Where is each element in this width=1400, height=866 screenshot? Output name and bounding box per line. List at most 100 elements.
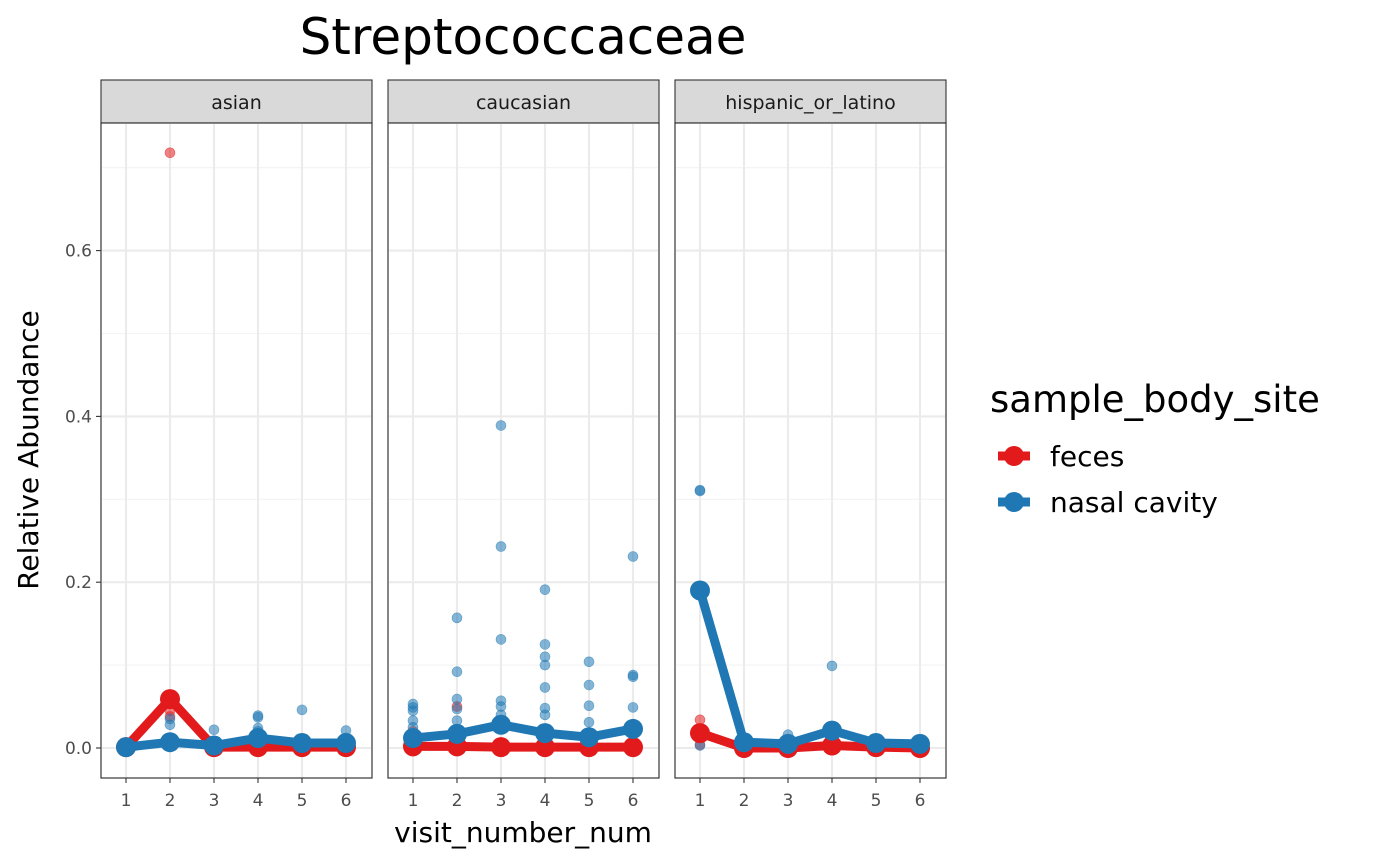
data-point	[627, 671, 639, 683]
y-tick-label: 0.4	[65, 407, 92, 427]
legend-item-nasal-cavity: nasal cavity	[998, 486, 1218, 519]
legend-item-feces: feces	[998, 440, 1124, 473]
legend: sample_body_site feces nasal cavity	[990, 378, 1320, 519]
mean-marker	[866, 733, 886, 754]
data-point	[451, 693, 463, 705]
x-tick-label: 3	[496, 791, 507, 811]
data-point	[451, 612, 463, 624]
data-point	[539, 639, 551, 650]
facet-strip-label: hispanic_or_latino	[725, 92, 895, 114]
data-point	[539, 682, 551, 693]
data-point	[539, 659, 551, 671]
mean-marker	[778, 733, 798, 754]
mean-marker	[734, 732, 754, 753]
facet-strip	[100, 79, 373, 124]
x-tick-label: 3	[209, 791, 220, 811]
data-point	[694, 485, 706, 497]
facet-strip	[674, 79, 947, 124]
legend-label: feces	[1050, 440, 1124, 473]
x-tick-label: 4	[827, 791, 838, 811]
x-axis-title: visit_number_num	[394, 816, 652, 849]
mean-marker	[535, 723, 555, 744]
facet-strip-label: caucasian	[476, 92, 571, 114]
series-line-nasal-cavity	[121, 733, 351, 752]
data-point	[583, 700, 595, 712]
mean-marker	[248, 728, 268, 749]
mean-marker	[336, 733, 356, 754]
mean-marker	[292, 733, 312, 754]
data-point	[495, 541, 507, 552]
panel-border	[674, 122, 947, 779]
panel-background	[100, 122, 373, 779]
x-tick-label: 1	[408, 791, 419, 811]
series-line-feces	[408, 741, 638, 752]
y-axis-title: Relative Abundance	[12, 310, 45, 590]
data-point	[627, 551, 639, 562]
x-tick-label: 2	[452, 791, 463, 811]
data-point	[539, 584, 551, 595]
data-point	[296, 704, 308, 716]
data-point	[164, 719, 176, 731]
data-point	[208, 724, 220, 736]
data-point	[164, 147, 176, 159]
data-point	[495, 634, 507, 645]
data-point	[583, 717, 595, 728]
mean-marker	[491, 737, 511, 758]
mean-marker	[491, 714, 511, 735]
legend-key-marker	[1004, 446, 1024, 466]
y-axis: 0.0 0.2 0.4 0.6	[65, 242, 101, 759]
data-point	[826, 660, 838, 672]
x-tick-label: 3	[783, 791, 794, 811]
mean-marker	[822, 735, 842, 756]
data-point	[539, 709, 551, 721]
x-tick-label: 6	[915, 791, 926, 811]
legend-key-marker	[1004, 492, 1024, 512]
mean-marker	[160, 732, 180, 753]
y-tick-label: 0.0	[65, 739, 92, 759]
x-tick-label: 1	[121, 791, 132, 811]
x-tick-label: 5	[871, 791, 882, 811]
x-tick-label: 1	[695, 791, 706, 811]
chart-title: Streptococcaceae	[300, 8, 747, 66]
x-tick-label: 2	[165, 791, 176, 811]
mean-marker	[623, 737, 643, 758]
x-axes: 1 2 3 4 5 6 1 2 3 4 5 6 1 2 3 4 5 6	[121, 778, 926, 811]
panel-background	[387, 122, 660, 779]
mean-marker	[403, 728, 423, 749]
mean-marker	[690, 723, 710, 744]
y-tick-label: 0.6	[65, 242, 92, 262]
data-point	[407, 705, 419, 716]
facet-panel-asian: asian	[100, 79, 373, 779]
mean-marker	[822, 720, 842, 741]
x-tick-label: 6	[628, 791, 639, 811]
facet-strip	[387, 79, 660, 124]
mean-marker	[116, 737, 136, 758]
panel-background	[674, 122, 947, 779]
mean-marker	[690, 580, 710, 601]
data-point	[583, 656, 595, 668]
legend-title: sample_body_site	[990, 378, 1320, 421]
mean-marker	[204, 735, 224, 756]
data-point	[252, 712, 264, 723]
data-point	[451, 703, 463, 715]
mean-marker	[160, 689, 180, 710]
x-tick-label: 5	[584, 791, 595, 811]
mean-marker	[535, 737, 555, 758]
facet-panels: asian caucasian hispanic_or_latino	[100, 79, 947, 779]
legend-label: nasal cavity	[1050, 486, 1218, 519]
facet-strip-label: asian	[211, 92, 262, 114]
mean-marker	[910, 733, 930, 754]
data-point	[583, 679, 595, 691]
x-tick-label: 2	[739, 791, 750, 811]
data-point	[627, 702, 639, 713]
mean-marker	[447, 723, 467, 744]
y-tick-label: 0.2	[65, 573, 92, 593]
facet-panel-hispanic_or_latino: hispanic_or_latino	[674, 79, 947, 779]
x-tick-label: 4	[253, 791, 264, 811]
facet-panel-caucasian: caucasian	[387, 79, 660, 779]
x-tick-label: 5	[297, 791, 308, 811]
data-point	[451, 666, 463, 678]
mean-marker	[623, 718, 643, 739]
panel-border	[100, 122, 373, 779]
